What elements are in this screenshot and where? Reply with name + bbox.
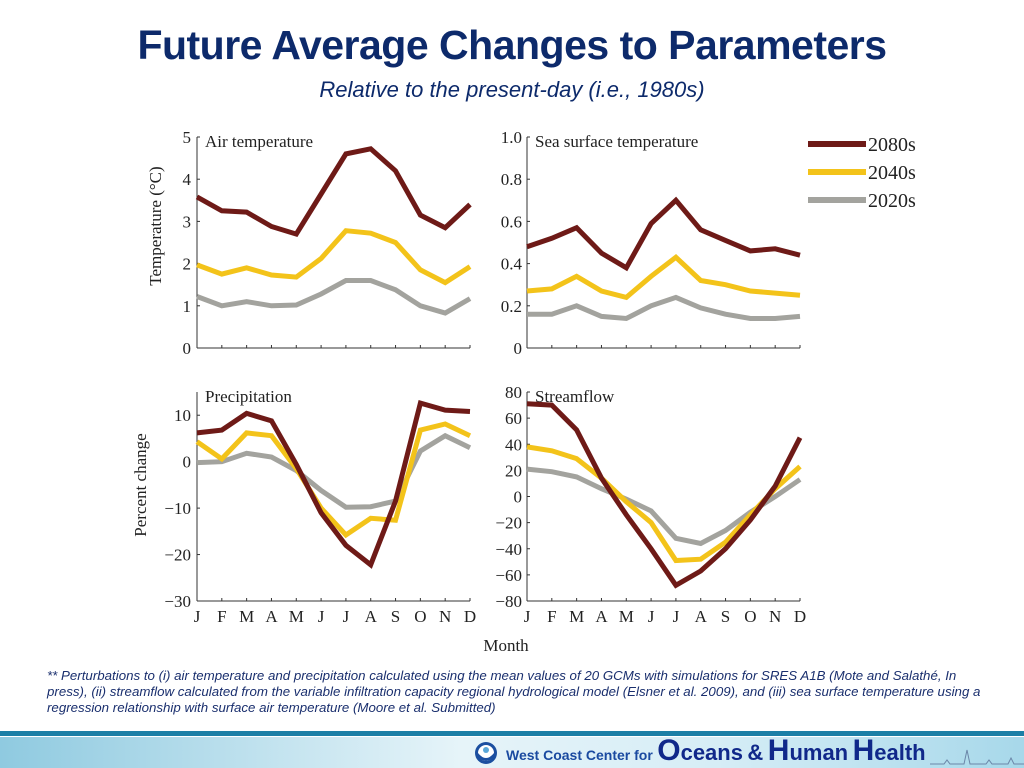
y-tick-label: −40	[495, 540, 522, 559]
y-tick-label: −10	[164, 499, 191, 518]
footer-word-cap: O	[657, 734, 681, 767]
y-tick-label: 0	[514, 339, 523, 358]
x-tick-label: S	[391, 607, 400, 626]
y-tick-label: 10	[174, 406, 191, 425]
footer-ampersand: &	[747, 740, 764, 765]
series-line-2020s	[196, 278, 472, 316]
y-tick-label: 1	[183, 297, 192, 316]
x-axis-label: Month	[483, 636, 529, 655]
series-line-2020s	[527, 294, 801, 322]
x-tick-label: J	[318, 607, 325, 626]
series-line-2040s	[195, 421, 472, 539]
footer-prefix: West Coast Center for	[506, 747, 653, 763]
series-line-2040s	[526, 254, 801, 301]
footer-word: ealth	[874, 740, 926, 765]
legend-label: 2040s	[868, 162, 916, 184]
x-tick-label: M	[239, 607, 254, 626]
footer-word-cap: H	[852, 734, 875, 767]
y-tick-label: −80	[495, 592, 522, 611]
y-tick-label: 40	[505, 435, 522, 454]
x-tick-label: O	[744, 607, 756, 626]
footnote-text: ** Perturbations to (i) air temperature …	[47, 668, 981, 715]
y-tick-label: 2	[183, 255, 192, 274]
x-tick-label: O	[414, 607, 426, 626]
y-tick-label: 60	[505, 409, 522, 428]
x-tick-label: M	[569, 607, 584, 626]
footer-word-cap: H	[767, 734, 790, 767]
charts-figure: 0 1 2 3 4 5 Air temperature Temperature (°C) 0 0.…	[131, 128, 916, 655]
x-tick-label: N	[769, 607, 781, 626]
heartbeat-wave-icon	[930, 749, 1024, 765]
panel-sea-surface-temperature: 0 0.2 0.4 0.6 0.8 1.0 Sea surface temperature	[501, 128, 801, 358]
panel-air-temperature: 0 1 2 3 4 5 Air temperature Temperature (°C)	[146, 128, 472, 358]
y-tick-label: −60	[495, 566, 522, 585]
y-tick-label: 0	[514, 488, 523, 507]
y-tick-label: 20	[505, 461, 522, 480]
slide-subtitle: Relative to the present-day (i.e., 1980s…	[319, 77, 705, 102]
y-tick-label: −20	[495, 514, 522, 533]
y-tick-label: 0.8	[501, 170, 522, 189]
y-tick-label: 5	[183, 128, 192, 147]
x-tick-label: J	[648, 607, 655, 626]
x-tick-label: A	[695, 607, 708, 626]
x-tick-label: A	[265, 607, 278, 626]
y-tick-label: 1.0	[501, 128, 522, 147]
y-tick-label: 0.2	[501, 297, 522, 316]
x-tick-label: A	[365, 607, 378, 626]
panel-title: Streamflow	[535, 387, 615, 406]
y-tick-label: 0	[183, 339, 192, 358]
footer-word: uman	[789, 740, 849, 765]
series-line-2040s	[196, 228, 472, 286]
panel-title: Sea surface temperature	[535, 132, 698, 151]
x-tick-label: F	[217, 607, 226, 626]
footer-organization-name: West Coast Center for Oceans & Human Hea…	[506, 736, 926, 768]
y-tick-label: −30	[164, 592, 191, 611]
series-line-2020s	[196, 432, 472, 510]
series-line-2080s	[526, 196, 801, 272]
y-axis-label: Temperature (°C)	[146, 166, 165, 285]
panel-title: Precipitation	[205, 387, 292, 406]
x-tick-label: D	[464, 607, 476, 626]
y-tick-label: 0.4	[501, 255, 523, 274]
x-tick-label: A	[595, 607, 608, 626]
legend-label: 2080s	[868, 134, 916, 156]
y-axis-label: Percent change	[131, 433, 150, 536]
x-tick-label: F	[547, 607, 556, 626]
x-tick-label: S	[721, 607, 730, 626]
y-tick-label: 4	[183, 170, 192, 189]
series-line-2080s	[195, 146, 472, 238]
y-tick-label: 0.6	[501, 212, 522, 231]
x-tick-label: D	[794, 607, 806, 626]
x-tick-label: J	[524, 607, 531, 626]
series-line-2080s	[526, 401, 803, 589]
x-tick-label: M	[619, 607, 634, 626]
x-tick-label: M	[289, 607, 304, 626]
slide-title: Future Average Changes to Parameters	[137, 22, 887, 68]
footer-background	[0, 737, 1024, 768]
x-tick-label: J	[673, 607, 680, 626]
y-tick-label: 0	[183, 453, 192, 472]
panel-title: Air temperature	[205, 132, 313, 151]
y-tick-label: 80	[505, 383, 522, 402]
y-tick-label: 3	[183, 212, 192, 231]
x-tick-label: N	[439, 607, 451, 626]
series-line-2080s	[196, 399, 471, 569]
legend-label: 2020s	[868, 190, 916, 212]
y-tick-label: −20	[164, 546, 191, 565]
noaa-logo-icon	[475, 742, 497, 764]
footer-word: ceans	[680, 740, 743, 765]
footer-band	[0, 731, 1024, 736]
x-tick-label: J	[194, 607, 201, 626]
legend: 2080s 2040s 2020s	[808, 134, 916, 212]
series-line-2040s	[526, 444, 802, 564]
x-tick-label: J	[343, 607, 350, 626]
